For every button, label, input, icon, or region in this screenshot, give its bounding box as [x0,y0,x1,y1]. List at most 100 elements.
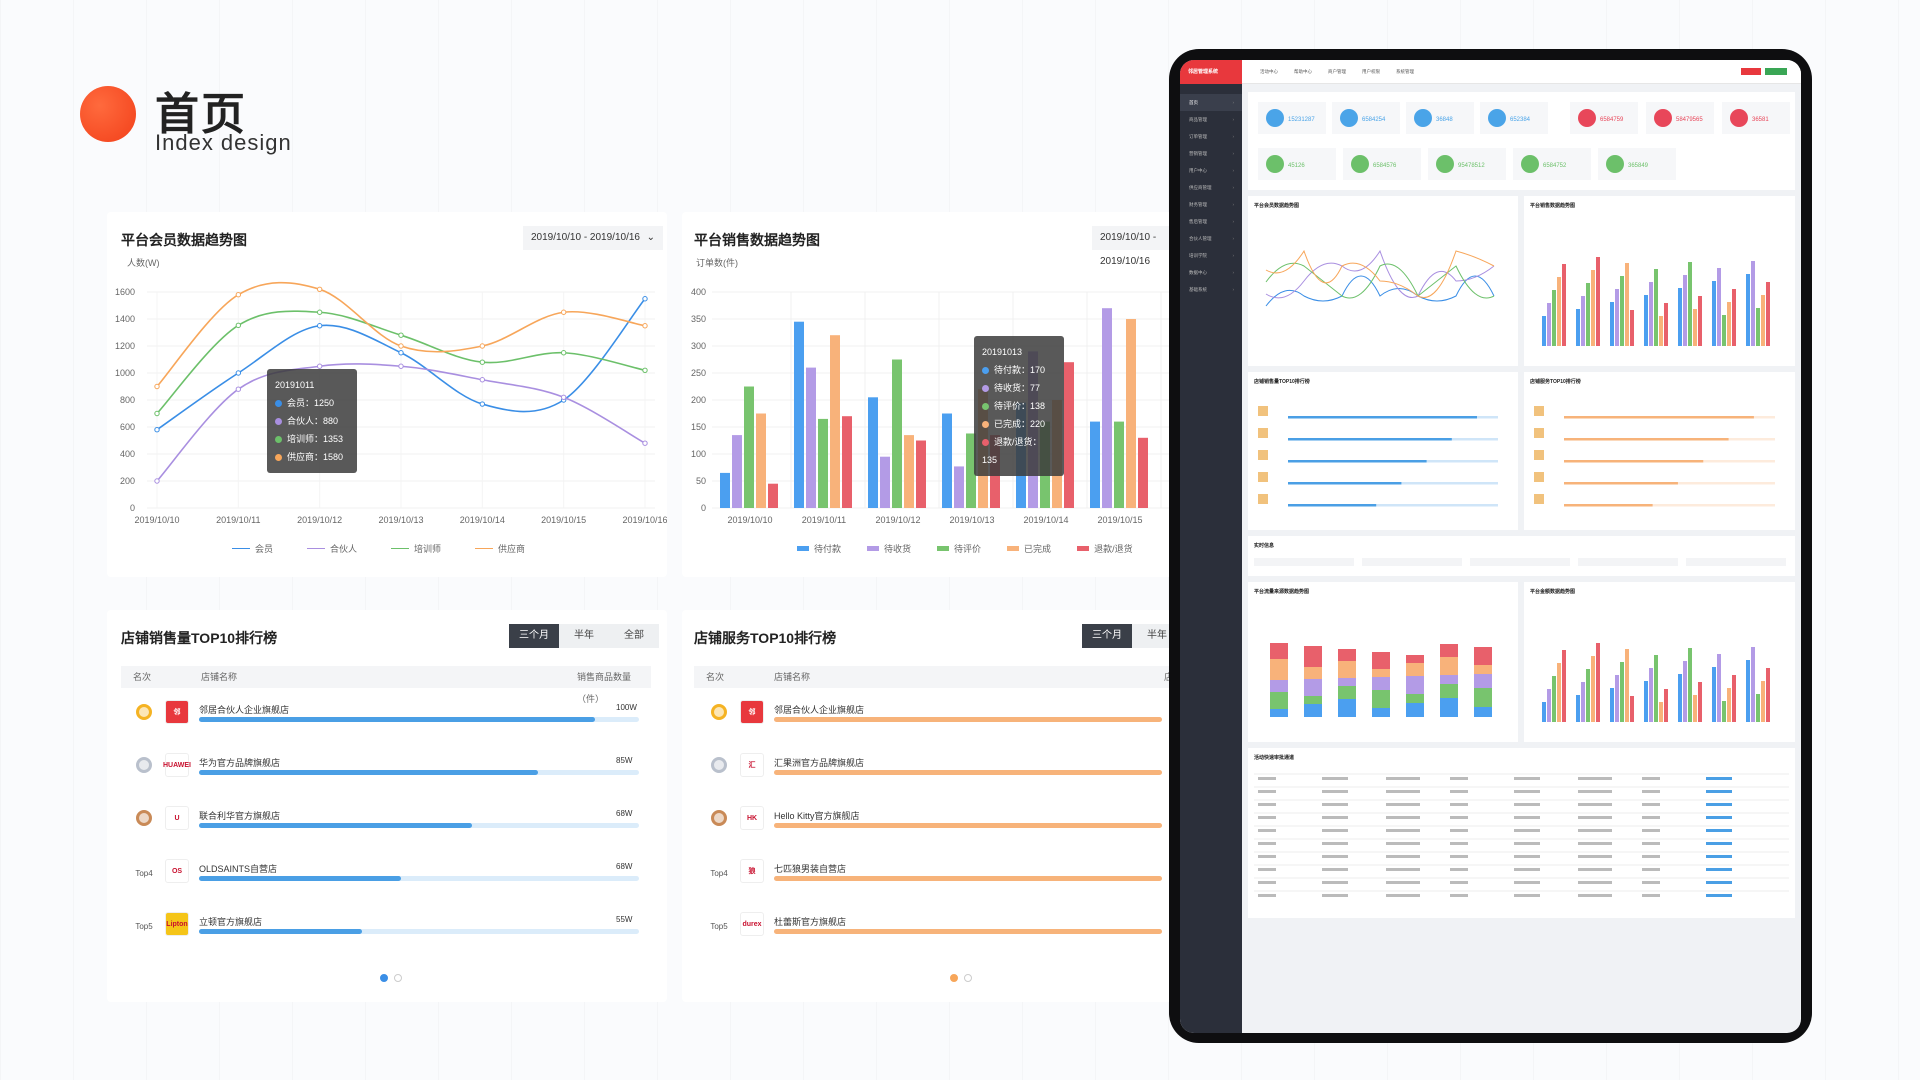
mini-cell [1706,790,1732,793]
list-item[interactable]: 邻邻居合伙人企业旗舰店 100W [121,694,651,738]
mini-bar [1591,270,1595,346]
mini-stack [1474,647,1492,665]
tablet-stat-tile[interactable]: 36581 [1722,102,1790,134]
tablet-menu-item[interactable]: 售后管理 [1180,213,1242,230]
tablet-stat-tile[interactable]: 36848 [1406,102,1474,134]
tablet-stat-tile[interactable]: 365849 [1598,148,1676,180]
tab-three-months[interactable]: 三个月 [1082,624,1132,648]
legend-item[interactable]: 合伙人 [307,542,357,555]
tablet-menu-item[interactable]: 培训学院 [1180,247,1242,264]
col-value: 销售商品数量（件） [577,672,632,704]
member-unit-label: 人数(W) [127,258,160,268]
stat-value: 36848 [1436,117,1453,123]
stat-value: 6584752 [1543,163,1567,169]
tablet-stat-tile[interactable]: 95478512 [1428,148,1506,180]
legend-item[interactable]: 供应商 [475,542,525,555]
mini-bar [1712,281,1716,346]
list-item[interactable]: HK Hello Kitty官方旗舰店 [696,800,1172,844]
tablet-nav-item[interactable]: 商户管理 [1328,69,1346,74]
store-logo: U [165,806,189,830]
tablet-nav-item[interactable]: 系统管理 [1396,69,1414,74]
mini-bar [1688,262,1692,346]
x-tick-label: 2019/10/10 [134,515,179,525]
tablet-nav-item[interactable]: 帮助中心 [1294,69,1312,74]
tablet-menu-item[interactable]: 数据中心 [1180,264,1242,281]
tablet-stat-tile[interactable]: 6584759 [1570,102,1638,134]
member-date-select[interactable]: 2019/10/10 - 2019/10/16 ⌄ [523,226,663,250]
legend-item[interactable]: 退款/退货 [1077,542,1133,555]
data-point [560,350,567,356]
list-item[interactable]: Top4 狼七匹狼男装自营店 [696,853,1172,897]
tablet-stat-tile[interactable]: 6584576 [1343,148,1421,180]
bar [1114,421,1124,508]
rank-badge: Top5 [710,922,728,931]
list-item[interactable]: HUAWEI 华为官方品牌旗舰店 85W [121,747,651,791]
list-item[interactable]: 邻邻居合伙人企业旗舰店 [696,694,1172,738]
tablet-panel-graphic [1542,257,1770,346]
tablet-menu-item[interactable]: 首页 [1180,94,1242,111]
tablet-stat-tile[interactable]: 6584254 [1332,102,1400,134]
legend-item[interactable]: 待付款 [797,542,841,555]
tablet-menu-item[interactable]: 基础系统 [1180,281,1242,298]
tablet-menu-item[interactable]: 供应商管理 [1180,179,1242,196]
legend-label: 培训师 [414,544,442,554]
list-item[interactable]: Top4 OS OLDSAINTS自营店 68W [121,853,651,897]
sales-tooltip-date: 20191013 [982,347,1023,357]
tab-half-year[interactable]: 半年 [559,624,609,648]
tablet-stat-tile[interactable]: 58479565 [1646,102,1714,134]
mini-bar [1596,643,1600,722]
legend-item[interactable]: 会员 [232,542,273,555]
mini-line [1265,249,1495,299]
tab-all[interactable]: 全部 [609,624,659,648]
mini-cell [1450,855,1468,858]
list-item[interactable]: Top5 Lipton 立顿官方旗舰店 55W [121,906,651,950]
sales-date-select[interactable]: 2019/10/10 - 2019/10/16 [1092,226,1172,267]
tablet-panel-graphic [1258,406,1498,507]
mini-stack [1372,669,1390,677]
tablet-menu-item[interactable]: 商品管理 [1180,111,1242,128]
mini-bar [1717,268,1721,346]
tablet-exit-button[interactable] [1765,68,1787,75]
tablet-stat-tile[interactable]: 45126 [1258,148,1336,180]
list-item[interactable]: U 联合利华官方旗舰店 68W [121,800,651,844]
tablet-panel-title: 平台流量来源数据趋势图 [1254,589,1310,595]
tablet-stat-tile[interactable]: 6584752 [1513,148,1591,180]
tablet-stat-tile[interactable]: 15231287 [1258,102,1326,134]
y-tick-label: 400 [120,449,135,459]
legend-item[interactable]: 待评价 [937,542,981,555]
mini-cell [1258,777,1276,780]
tablet-menu-item[interactable]: 合伙人管理 [1180,230,1242,247]
tablet-stat-tile[interactable]: 652384 [1480,102,1548,134]
store-logo: HUAWEI [163,753,191,777]
list-item[interactable]: Top5 durex 杜蕾斯官方旗舰店 [696,906,1172,950]
tablet-menu-item[interactable]: 订单管理 [1180,128,1242,145]
tablet-menu-item[interactable]: 营销管理 [1180,145,1242,162]
tablet-nav-item[interactable]: 用户权限 [1362,69,1380,74]
tablet-nav-item[interactable]: 活动中心 [1260,69,1278,74]
list-item[interactable]: 汇汇果洲官方品牌旗舰店 [696,747,1172,791]
tab-three-months[interactable]: 三个月 [509,624,559,648]
legend-item[interactable]: 待收货 [867,542,911,555]
legend-label: 会员 [255,544,274,554]
tablet-topbar: 活动中心 帮助中心 商户管理 用户权限 系统管理 [1180,60,1801,84]
service-rank-pager[interactable] [950,974,972,982]
tablet-panel-title: 店铺服务TOP10排行榜 [1530,379,1581,385]
mini-cell [1322,777,1348,780]
legend-item[interactable]: 培训师 [391,542,441,555]
mini-logo [1258,428,1268,438]
bar [892,359,902,508]
member-legend: 会员 合伙人 培训师 供应商 [232,542,525,555]
member-date-value: 2019/10/10 - 2019/10/16 [531,232,640,243]
mini-bar [1746,274,1750,346]
mini-bar [1727,302,1731,346]
mini-cell [1642,855,1660,858]
mini-cell [1578,881,1612,884]
stat-icon [1488,109,1506,127]
bar [1090,421,1100,508]
tab-half-year[interactable]: 半年 [1132,624,1172,648]
tablet-menu-item[interactable]: 用户中心 [1180,162,1242,179]
tablet-menu-item[interactable]: 财务管理 [1180,196,1242,213]
sales-rank-pager[interactable] [380,974,402,982]
tablet-logout-button[interactable] [1741,68,1761,75]
legend-item[interactable]: 已完成 [1007,542,1051,555]
